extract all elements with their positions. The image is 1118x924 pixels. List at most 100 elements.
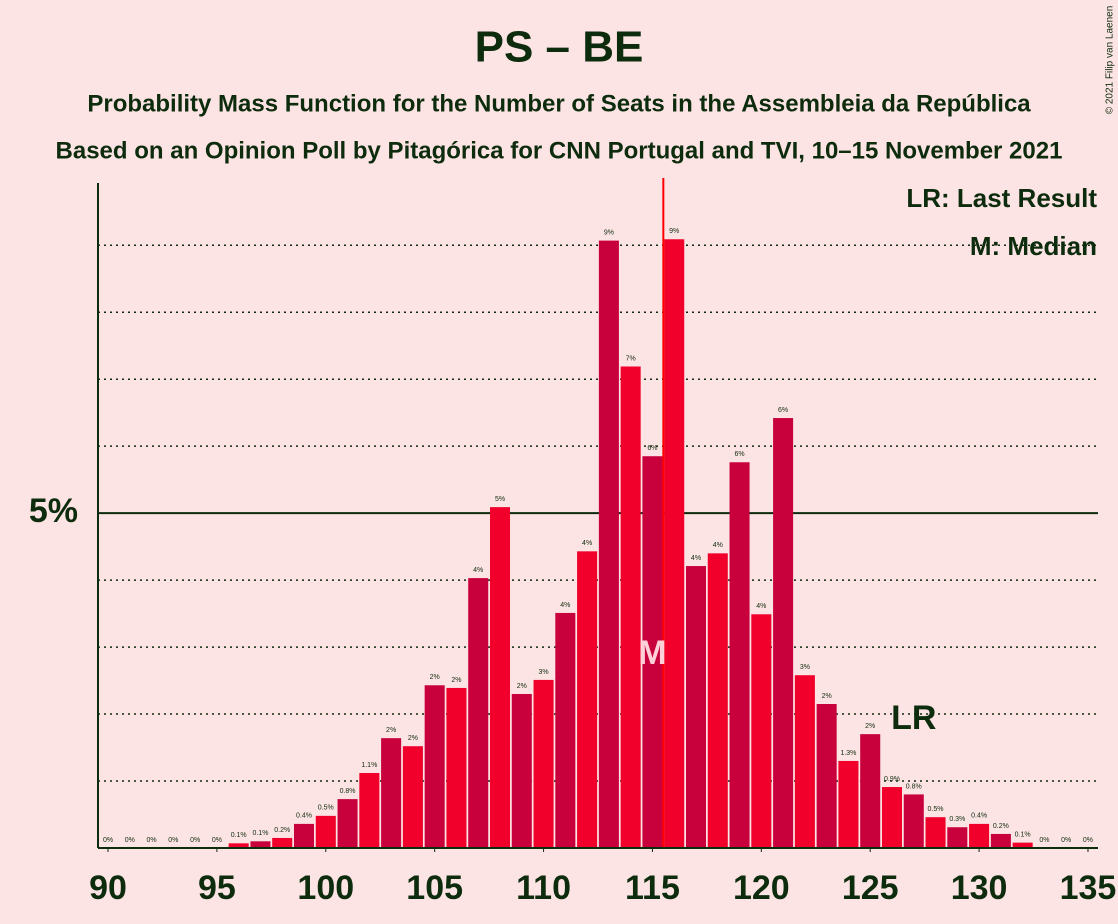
bar [337,799,358,848]
value-label: 4% [473,567,483,574]
value-label: 6% [647,445,657,452]
bar [402,746,423,848]
value-label: 3% [800,664,810,671]
copyright: © 2021 Filip van Laenen [1105,6,1116,115]
x-tick-label: 130 [951,869,1008,907]
bar [598,240,619,849]
value-label: 0.1% [252,830,268,837]
bar [359,772,380,848]
bar [620,366,641,848]
value-label: 2% [386,727,396,734]
bar [228,843,249,848]
value-label: 0% [103,837,113,844]
chart-title: PS – BE [475,23,644,72]
bar [381,738,402,848]
value-label: 4% [691,555,701,562]
bar [555,612,576,848]
value-label: 9% [669,228,679,235]
bar [446,687,467,848]
bar [707,553,728,848]
value-label: 0.2% [993,823,1009,830]
bar [315,815,336,848]
value-label: 0.2% [274,827,290,834]
value-label: 9% [604,229,614,236]
bar [969,823,990,848]
bar [293,823,315,848]
value-label: 2% [865,723,875,730]
value-label: 4% [756,603,766,610]
value-label: 2% [451,677,461,684]
bar [925,817,946,848]
value-label: 0% [125,837,135,844]
value-label: 4% [582,540,592,547]
value-label: 4% [560,602,570,609]
bar [881,787,903,848]
bar [903,794,924,848]
value-label: 0% [190,837,200,844]
value-label: 4% [713,542,723,549]
bar [424,685,445,848]
bar [947,827,968,848]
value-label: 0.8% [340,788,356,795]
bar [642,456,663,848]
bar [751,614,772,848]
bar [664,239,685,848]
bar [729,462,750,848]
value-label: 0.4% [296,813,312,820]
bar [838,760,859,848]
bar [468,578,489,848]
value-label: 0.3% [949,816,965,823]
x-tick-label: 90 [89,869,127,907]
x-tick-label: 110 [516,869,571,907]
x-tick-label: 125 [842,869,899,907]
value-label: 0.9% [884,776,900,783]
value-label: 5% [495,496,505,503]
chart-subtitle: Based on an Opinion Poll by Pitagórica f… [56,137,1063,164]
value-label: 7% [626,355,636,362]
value-label: 2% [822,693,832,700]
bar [511,693,532,848]
value-label: 0.5% [928,806,944,813]
bar [794,675,815,848]
x-tick-label: 100 [297,869,354,907]
value-label: 1.1% [361,762,377,769]
value-label: 0% [212,837,222,844]
x-tick-label: 120 [733,869,790,907]
value-label: 0.8% [906,783,922,790]
bar [272,837,293,848]
value-label: 0% [1083,837,1093,844]
value-label: 3% [538,669,548,676]
bar [860,734,881,848]
last-result-marker: LR [891,699,936,737]
value-label: 6% [734,451,744,458]
value-label: 0% [147,837,157,844]
bar [990,833,1011,848]
x-tick-label: 115 [625,869,680,907]
bar [816,704,837,848]
x-tick-label: 105 [406,869,463,907]
value-label: 0.1% [1015,831,1031,838]
value-label: 0% [168,837,178,844]
legend-entry: M: Median [970,231,1097,261]
bar [577,551,598,848]
value-label: 0.1% [231,832,247,839]
value-label: 6% [778,407,788,414]
bar [250,841,271,848]
bar [685,566,707,848]
chart-subtitle: Probability Mass Function for the Number… [87,90,1031,117]
x-tick-label: 95 [198,869,236,907]
value-label: 2% [430,674,440,681]
bar [533,679,554,848]
value-label: 0.5% [318,805,334,812]
bar [489,507,511,848]
legend-entry: LR: Last Result [906,183,1097,213]
y-tick-label: 5% [29,492,78,530]
value-label: 1.3% [840,750,856,757]
bar [773,418,794,848]
value-label: 2% [517,683,527,690]
value-label: 0.4% [971,813,987,820]
median-marker: M [638,634,666,672]
bar [1012,842,1033,848]
value-label: 0% [1039,837,1049,844]
